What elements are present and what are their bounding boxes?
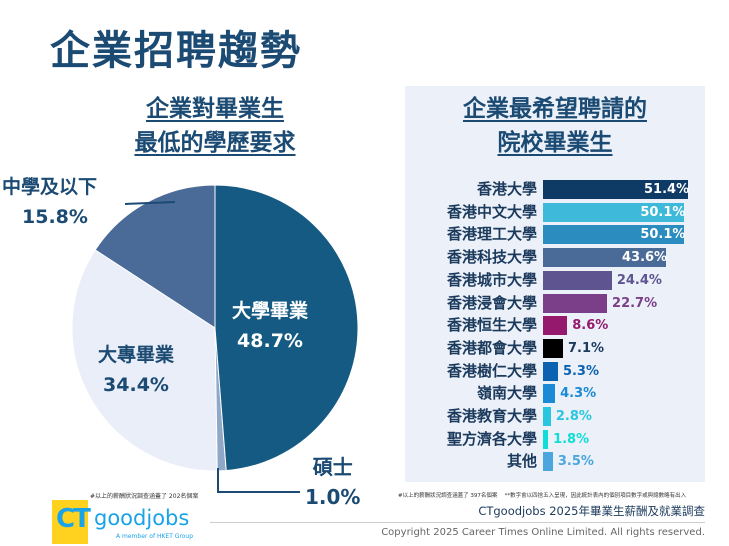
bar-value-label: 1.8% — [553, 431, 590, 447]
bar — [543, 429, 549, 449]
pie-label-master: 碩士 1.0% — [305, 455, 361, 509]
bar-category-label: 香港理工大學 — [446, 225, 537, 244]
bar — [543, 361, 558, 381]
bar-category-label: 香港大學 — [476, 180, 537, 198]
bar-row: 香港理工大學 50.1% — [405, 224, 705, 245]
leader-line-secondary — [124, 201, 176, 205]
bar-row: 香港城市大學 24.4% — [405, 270, 705, 291]
bar-row: 香港都會大學 7.1% — [405, 338, 705, 359]
bar-footnote: #以上的薪酬狀況調查涵蓋了 397名個案 **數字會以四捨五入呈現，因此統計表內… — [398, 493, 687, 499]
pie-label-diploma: 大專畢業 34.4% — [98, 344, 175, 396]
bar-category-label: 香港恒生大學 — [446, 316, 537, 335]
bar-category-label: 香港浸會大學 — [446, 293, 537, 312]
bar-category-label: 香港教育大學 — [446, 407, 537, 425]
bar — [543, 384, 556, 404]
page-title: 企業招聘趨勢 — [50, 28, 302, 74]
bar-title-line-2: 院校畢業生 — [497, 130, 613, 156]
pie-slice — [71, 249, 218, 472]
bar-chart-title: 企業最希望聘請的 院校畢業生 — [405, 92, 705, 160]
pie-label-university: 大學畢業 48.7% — [232, 300, 309, 352]
bar-category-label: 其他 — [506, 452, 537, 471]
pie-title-line-2: 最低的學歷要求 — [134, 130, 296, 156]
pie-chart — [71, 184, 359, 493]
bar — [543, 225, 685, 245]
leader-line-master — [217, 468, 300, 493]
bar-category-label: 香港樹仁大學 — [446, 361, 537, 380]
pie-footnote: #以上的薪酬狀況調查涵蓋了 202名個案 — [90, 493, 199, 500]
bar-category-label: 聖方濟各大學 — [446, 429, 537, 448]
bar — [543, 270, 612, 290]
bar — [543, 180, 688, 199]
bar-row: 嶺南大學 4.3% — [405, 383, 705, 404]
bar — [543, 202, 685, 222]
bar-row: 聖方濟各大學 1.8% — [405, 429, 705, 450]
bar — [543, 452, 553, 472]
bar-value-label: 5.3% — [562, 363, 599, 379]
bar-value-label: 50.1% — [640, 204, 686, 220]
bar-value-label: 7.1% — [568, 340, 605, 356]
bar-value-label: 8.6% — [572, 318, 609, 334]
bar — [543, 316, 568, 336]
bar-category-label: 香港中文大學 — [446, 202, 537, 221]
bar-row: 香港恒生大學 8.6% — [405, 315, 705, 336]
bar-value-label: 43.6% — [621, 250, 668, 266]
bar-category-label: 香港科技大學 — [446, 248, 537, 267]
bar-row: 香港科技大學 43.6% — [405, 247, 705, 268]
bar-value-label: 22.7% — [612, 295, 658, 311]
bar — [543, 293, 608, 313]
survey-name: CTgoodjobs 2025年畢業生薪酬及就業調查 — [478, 504, 705, 518]
pie-label-secondary: 中學及以下 15.8% — [2, 176, 98, 228]
bar-value-label: 4.3% — [560, 386, 597, 402]
ctgoodjobs-logo: CT goodjobs A member of HKET Group — [52, 500, 198, 544]
bar-row: 香港中文大學 50.1% — [405, 202, 705, 223]
bar — [543, 338, 564, 358]
bar-category-label: 香港都會大學 — [446, 338, 537, 357]
bar-value-label: 3.5% — [557, 454, 594, 470]
pie-chart-title: 企業對畢業生 最低的學歷要求 — [60, 92, 370, 160]
bar-value-label: 51.4% — [644, 182, 690, 197]
bar-row: 香港浸會大學 22.7% — [405, 293, 705, 314]
bar-value-label: 24.4% — [616, 272, 662, 288]
bar-value-label: 2.8% — [555, 409, 592, 424]
bar-row: 其他 3.5% — [405, 451, 705, 472]
bar-row: 香港教育大學 2.8% — [405, 406, 705, 427]
bar — [543, 248, 666, 268]
bar-category-label: 嶺南大學 — [476, 384, 537, 403]
pie-title-line-1: 企業對畢業生 — [146, 96, 284, 122]
bar-row: 香港樹仁大學 5.3% — [405, 361, 705, 382]
footer-divider — [210, 522, 705, 523]
bar-category-label: 香港城市大學 — [446, 270, 537, 289]
bar-title-line-1: 企業最希望聘請的 — [463, 96, 647, 122]
bar — [543, 407, 551, 426]
pie-slice — [214, 184, 359, 472]
bar-value-label: 50.1% — [640, 227, 686, 243]
bar-row: 香港大學 51.4% — [405, 179, 705, 200]
copyright: Copyright 2025 Career Times Online Limit… — [381, 527, 705, 538]
